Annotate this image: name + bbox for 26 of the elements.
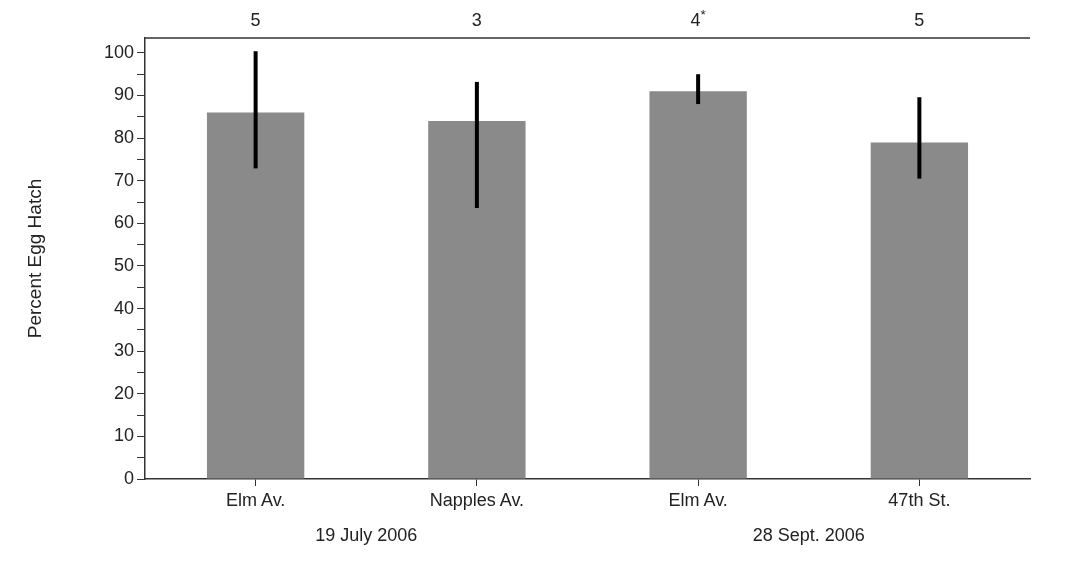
x-tick-label: 47th St. (888, 489, 951, 510)
y-tick-label: 10 (113, 425, 134, 446)
y-tick-label: 90 (113, 84, 134, 105)
y-tick-label: 60 (113, 212, 134, 233)
text: 5 (914, 10, 925, 30)
y-axis-title: Percent Egg Hatch (23, 178, 45, 339)
x-tick-label: Napples Av. (429, 489, 525, 510)
y-tick-label: 40 (113, 297, 134, 318)
bar (870, 142, 969, 479)
text: 4* (690, 6, 707, 30)
y-tick-label: 0 (123, 467, 134, 488)
y-tick-label: 80 (113, 127, 134, 148)
text: 28 Sept. 2006 (752, 525, 865, 545)
text: 19 July 2006 (315, 525, 418, 545)
y-tick-label: 70 (113, 169, 134, 190)
y-tick-label: 20 (113, 382, 134, 403)
text: 3 (471, 10, 482, 30)
y-tick-label: 50 (113, 254, 134, 275)
x-tick-label: Elm Av. (668, 489, 728, 510)
bar (649, 91, 747, 479)
y-tick-label: 30 (113, 340, 134, 361)
bar (206, 112, 305, 479)
text: 5 (250, 10, 261, 30)
x-tick-label: Elm Av. (225, 489, 286, 510)
bar (428, 121, 526, 479)
y-tick-label: 100 (103, 41, 134, 62)
